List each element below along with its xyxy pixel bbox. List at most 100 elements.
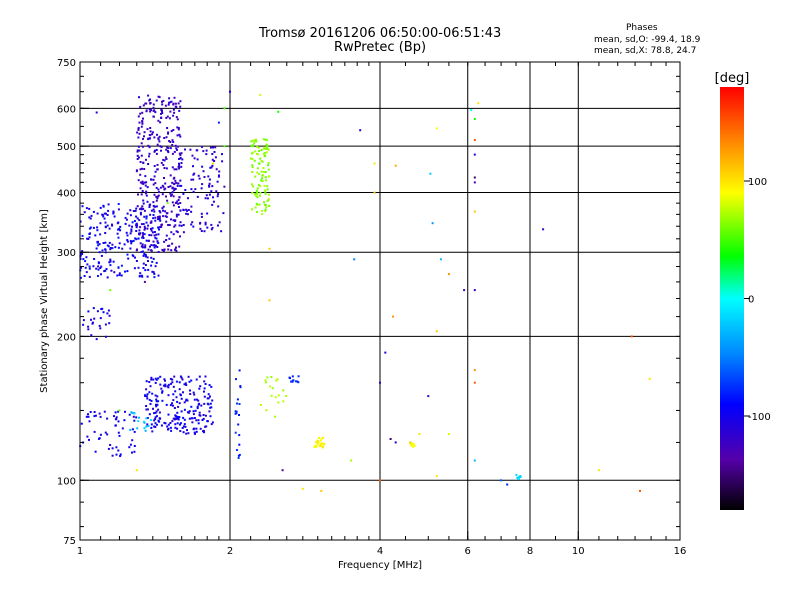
data-point — [172, 129, 175, 131]
data-point — [205, 149, 208, 152]
data-point — [274, 415, 277, 418]
data-point — [136, 427, 139, 430]
data-point — [167, 147, 170, 150]
data-point — [180, 162, 183, 164]
data-point — [135, 416, 138, 419]
data-point — [131, 439, 134, 442]
data-point — [282, 400, 285, 403]
data-point — [182, 231, 185, 234]
data-point — [473, 153, 476, 156]
data-point — [277, 110, 280, 113]
data-point — [81, 205, 84, 208]
data-point — [477, 102, 480, 105]
data-point — [140, 125, 143, 128]
data-point — [154, 182, 157, 185]
data-point — [116, 274, 119, 277]
data-point — [159, 211, 162, 214]
data-point — [211, 185, 214, 188]
data-point — [250, 144, 253, 147]
data-point — [95, 111, 98, 114]
x-tick-label: 10 — [572, 546, 585, 557]
data-point — [178, 164, 181, 167]
data-point — [152, 407, 154, 410]
data-point — [301, 487, 304, 490]
data-point — [105, 335, 107, 338]
data-point — [164, 182, 167, 185]
data-point — [165, 116, 168, 119]
data-point — [92, 210, 95, 213]
data-point — [170, 249, 173, 252]
data-point — [175, 202, 178, 204]
data-point — [166, 150, 169, 152]
data-point — [165, 239, 168, 242]
data-point — [164, 422, 167, 425]
data-point — [169, 377, 172, 380]
data-point — [146, 256, 149, 259]
data-point — [252, 185, 255, 188]
data-point — [152, 183, 155, 186]
data-point — [178, 245, 181, 248]
chart-title: Tromsø 20161206 06:50:00-06:51:43 — [259, 26, 502, 41]
data-point — [173, 168, 176, 171]
x-tick-label: 6 — [465, 546, 471, 557]
data-point — [152, 244, 155, 247]
data-point — [204, 425, 207, 428]
data-point — [79, 253, 82, 256]
data-point — [157, 95, 160, 98]
data-point — [211, 164, 214, 167]
data-point — [320, 489, 323, 492]
data-point — [322, 436, 325, 439]
data-point — [147, 163, 150, 165]
data-point — [120, 274, 123, 277]
data-point — [180, 152, 183, 155]
data-point — [264, 171, 267, 173]
data-point — [379, 381, 381, 384]
data-point — [81, 253, 84, 255]
data-point — [148, 234, 151, 237]
data-point — [147, 425, 150, 427]
data-point — [373, 162, 376, 165]
data-point — [251, 151, 254, 154]
data-point — [99, 233, 102, 236]
data-point — [141, 236, 144, 239]
data-point — [85, 256, 88, 259]
data-point — [117, 449, 120, 452]
data-point — [253, 142, 256, 145]
data-point — [211, 399, 214, 402]
data-point — [179, 423, 181, 426]
data-point — [145, 109, 148, 112]
data-point — [179, 154, 182, 157]
data-point — [175, 147, 178, 150]
data-point — [87, 328, 90, 331]
data-point — [131, 225, 133, 228]
data-point — [252, 144, 255, 147]
data-point — [209, 146, 212, 149]
data-point — [167, 131, 170, 134]
colorbar-ticks: 100 0 -100 — [744, 177, 771, 423]
data-point — [179, 209, 182, 212]
data-point — [124, 270, 126, 273]
data-points — [79, 90, 651, 492]
data-point — [96, 212, 99, 215]
data-point — [104, 241, 107, 244]
data-point — [166, 115, 169, 118]
data-point — [141, 235, 144, 238]
data-point — [648, 377, 651, 380]
data-point — [145, 215, 148, 218]
data-point — [323, 443, 326, 446]
data-point — [162, 205, 165, 208]
data-point — [439, 258, 442, 261]
data-point — [188, 417, 191, 420]
data-point — [259, 404, 262, 406]
data-point — [87, 325, 90, 328]
data-point — [139, 181, 142, 184]
data-point — [148, 206, 151, 208]
data-point — [263, 170, 265, 173]
data-point — [172, 393, 175, 396]
data-point — [157, 194, 160, 197]
data-point — [179, 394, 182, 397]
data-point — [142, 104, 145, 107]
data-point — [136, 158, 139, 160]
data-point — [412, 445, 415, 448]
data-point — [143, 427, 146, 430]
